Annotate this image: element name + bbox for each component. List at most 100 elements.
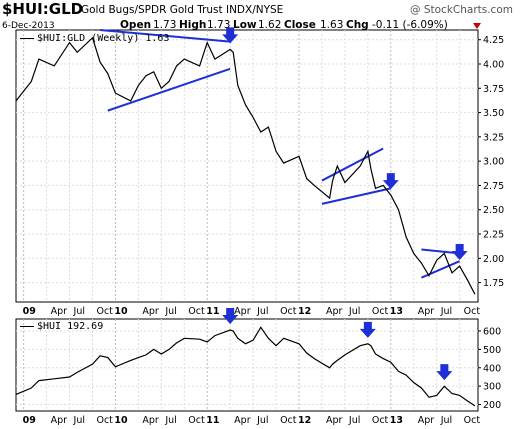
- x-tick-label: Jul: [256, 306, 268, 317]
- open-value: 1.73: [153, 19, 176, 31]
- x-tick-label: 09: [23, 415, 36, 426]
- down-arrow-icon: [222, 27, 239, 44]
- ratio-trendlines: [100, 29, 461, 279]
- y-tick-label: 3.50: [483, 108, 504, 119]
- high-value: 1.73: [207, 19, 230, 31]
- chart-date: 6-Dec-2013: [2, 21, 55, 31]
- x-tick-label: Apr: [142, 415, 159, 426]
- y-tick-label: 3.75: [483, 84, 504, 95]
- y-tick-label: 600: [483, 326, 501, 337]
- x-tick-label: Apr: [326, 306, 343, 317]
- y-tick-label: 2.25: [483, 230, 504, 241]
- x-tick-label: 09: [23, 306, 36, 317]
- ratio-gridlines: [16, 30, 478, 302]
- y-tick-label: 4.25: [483, 35, 504, 46]
- ratio-panel-frame: [15, 29, 479, 303]
- x-tick-label: Jul: [164, 415, 176, 426]
- hui-legend-swatch: [20, 326, 34, 327]
- x-tick-label: Apr: [418, 306, 435, 317]
- trendline: [107, 67, 231, 112]
- x-tick-label: Apr: [142, 306, 159, 317]
- chg-label: Chg: [346, 19, 369, 31]
- x-tick-label: Oct: [372, 415, 389, 426]
- ratio-legend: $HUI:GLD (Weekly) 1.63: [37, 33, 169, 44]
- trendline: [100, 29, 231, 43]
- x-tick-label: Jul: [164, 306, 176, 317]
- hui-arrow-markers: [222, 308, 453, 381]
- x-tick-label: Oct: [372, 306, 389, 317]
- ratio-legend-swatch: [20, 38, 34, 39]
- x-tick-label: Jul: [73, 306, 85, 317]
- low-value: 1.62: [258, 19, 281, 31]
- hui-x-axis: 09 Apr Jul Oct 10 Apr Jul Oct 11 Apr Jul Oct 12 Apr Ju…: [23, 415, 481, 426]
- ratio-arrow-markers: [222, 27, 468, 261]
- x-tick-label: Oct: [188, 306, 205, 317]
- x-tick-label: Oct: [464, 415, 481, 426]
- low-label: Low: [233, 19, 257, 31]
- watermark: @ StockCharts.com: [410, 4, 513, 16]
- x-tick-label: 12: [298, 415, 311, 426]
- y-tick-label: 2.75: [483, 181, 504, 192]
- x-tick-label: Jul: [348, 415, 360, 426]
- x-tick-label: 10: [114, 415, 128, 426]
- ratio-y-axis: 1.75 2.00 2.25 2.50 2.75 3.00 3.25 3.50 3.75 4.00…: [478, 35, 504, 289]
- open-label: Open: [120, 19, 151, 31]
- x-tick-label: Apr: [234, 306, 251, 317]
- x-tick-label: Oct: [280, 306, 297, 317]
- x-tick-label: 13: [390, 415, 403, 426]
- down-arrow-icon: [382, 173, 399, 190]
- trendline: [321, 187, 392, 205]
- y-tick-label: 200: [483, 400, 501, 411]
- x-tick-label: Oct: [96, 306, 113, 317]
- x-tick-label: Jul: [256, 415, 268, 426]
- trendline: [321, 147, 384, 182]
- x-tick-label: Jul: [348, 306, 360, 317]
- x-tick-label: Apr: [326, 415, 343, 426]
- trendline: [421, 260, 461, 279]
- hui-gridlines: [16, 319, 478, 411]
- high-label: High: [179, 19, 206, 31]
- x-tick-label: Apr: [418, 415, 435, 426]
- y-tick-label: 2.00: [483, 254, 504, 265]
- symbol-title: $HUI:GLD: [2, 0, 83, 18]
- symbol-description: Gold Bugs/SPDR Gold Trust INDX/NYSE: [81, 4, 283, 16]
- ratio-x-axis: 09 Apr Jul Oct 10 Apr Jul Oct 11 Apr Jul Oct 12 Apr Ju…: [23, 306, 481, 317]
- y-tick-label: 2.50: [483, 205, 504, 216]
- x-tick-label: 11: [206, 306, 219, 317]
- y-tick-label: 3.25: [483, 132, 504, 143]
- down-arrow-icon: [436, 364, 453, 381]
- x-tick-label: Jul: [440, 306, 452, 317]
- hui-panel-frame: [15, 318, 479, 412]
- x-tick-label: Oct: [464, 306, 481, 317]
- x-tick-label: Oct: [188, 415, 205, 426]
- ratio-panel: 1.75 2.00 2.25 2.50 2.75 3.00 3.25 3.50 3.75 4.00…: [15, 27, 504, 303]
- hui-panel: 200 300 400 500 600 $HUI 192.69: [15, 308, 501, 412]
- close-label: Close: [284, 19, 316, 31]
- y-tick-label: 4.00: [483, 60, 504, 71]
- x-tick-label: 10: [114, 306, 128, 317]
- y-tick-label: 1.75: [483, 278, 504, 289]
- y-tick-label: 300: [483, 382, 501, 393]
- hui-y-axis: 200 300 400 500 600: [478, 326, 501, 411]
- x-tick-label: Oct: [96, 415, 113, 426]
- x-tick-label: Apr: [51, 415, 68, 426]
- down-arrow-icon: [473, 23, 481, 29]
- x-tick-label: Apr: [234, 415, 251, 426]
- x-tick-label: 12: [298, 306, 311, 317]
- x-tick-label: Apr: [51, 306, 68, 317]
- x-tick-label: 13: [390, 306, 403, 317]
- y-tick-label: 500: [483, 345, 501, 356]
- chg-value: -0.11 (-6.09%): [372, 19, 448, 31]
- y-tick-label: 3.00: [483, 157, 504, 168]
- hui-price-line: [15, 326, 476, 407]
- y-tick-label: 400: [483, 363, 501, 374]
- hui-legend: $HUI 192.69: [37, 321, 103, 332]
- down-arrow-icon: [451, 244, 468, 261]
- close-value: 1.63: [320, 19, 343, 31]
- ratio-price-line: [15, 36, 476, 295]
- x-tick-label: Jul: [440, 415, 452, 426]
- down-arrow-icon: [222, 308, 239, 325]
- x-tick-label: 11: [206, 415, 219, 426]
- down-arrow-icon: [359, 321, 376, 338]
